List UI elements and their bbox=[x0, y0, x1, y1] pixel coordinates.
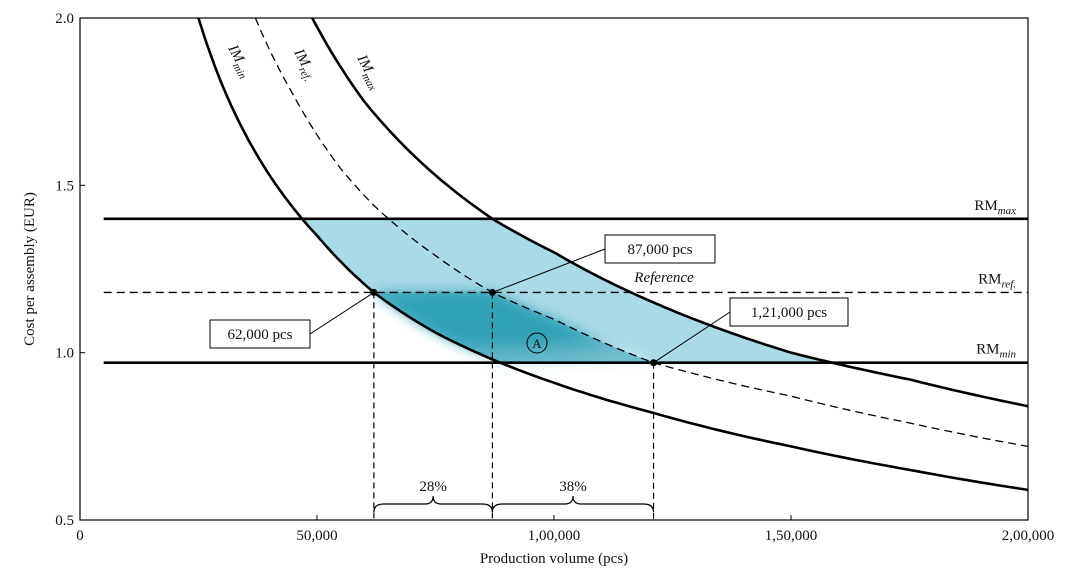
x-tick-label: 2,00,000 bbox=[1002, 528, 1055, 544]
curve-im_ref bbox=[254, 18, 1028, 448]
span-label-0: 28% bbox=[419, 479, 447, 495]
leader-line-p87 bbox=[492, 248, 606, 293]
callout-label-p121: 1,21,000 pcs bbox=[751, 305, 827, 321]
curve-label-im_ref: IMref. bbox=[287, 45, 319, 83]
curve-label-im_min: IMmin bbox=[221, 41, 254, 81]
hline-label-rm_max: RMmax bbox=[974, 198, 1016, 217]
y-tick-label: 2.0 bbox=[55, 11, 74, 27]
x-tick-label: 0 bbox=[76, 528, 84, 544]
y-tick-label: 1.0 bbox=[55, 346, 74, 362]
callout-label-p87: 87,000 pcs bbox=[628, 242, 693, 258]
curve-label-im_max: IMmax bbox=[350, 51, 384, 93]
y-axis-title: Cost per assembly (EUR) bbox=[22, 192, 38, 346]
x-axis-title: Production volume (pcs) bbox=[480, 551, 628, 567]
span-brace-1 bbox=[491, 495, 655, 513]
region-a bbox=[373, 292, 654, 363]
region-marker-circle bbox=[526, 332, 548, 354]
x-tick-label: 50,000 bbox=[296, 528, 337, 544]
callout-box-p87 bbox=[604, 234, 716, 264]
curve-im_min bbox=[197, 18, 1028, 492]
leader-line-p121 bbox=[653, 311, 731, 364]
curve-im_max bbox=[311, 18, 1028, 408]
hline-label-rm_ref: RMref. bbox=[978, 271, 1016, 290]
x-tick-label: 1,50,000 bbox=[765, 528, 818, 544]
hline-label-rm_min: RMmin bbox=[976, 342, 1016, 361]
callout-box-p62 bbox=[209, 319, 311, 349]
region-marker-label: A bbox=[532, 336, 542, 351]
callout-label-p62: 62,000 pcs bbox=[228, 327, 293, 343]
y-tick-label: 0.5 bbox=[55, 513, 74, 529]
y-tick-label: 1.5 bbox=[55, 178, 74, 194]
leader-line-p62 bbox=[309, 292, 375, 335]
span-label-1: 38% bbox=[559, 479, 587, 495]
callout-sublabel-p87: Reference bbox=[633, 270, 694, 286]
span-brace-0 bbox=[373, 495, 493, 513]
x-tick-label: 1,00,000 bbox=[528, 528, 581, 544]
callout-box-p121 bbox=[729, 297, 849, 327]
